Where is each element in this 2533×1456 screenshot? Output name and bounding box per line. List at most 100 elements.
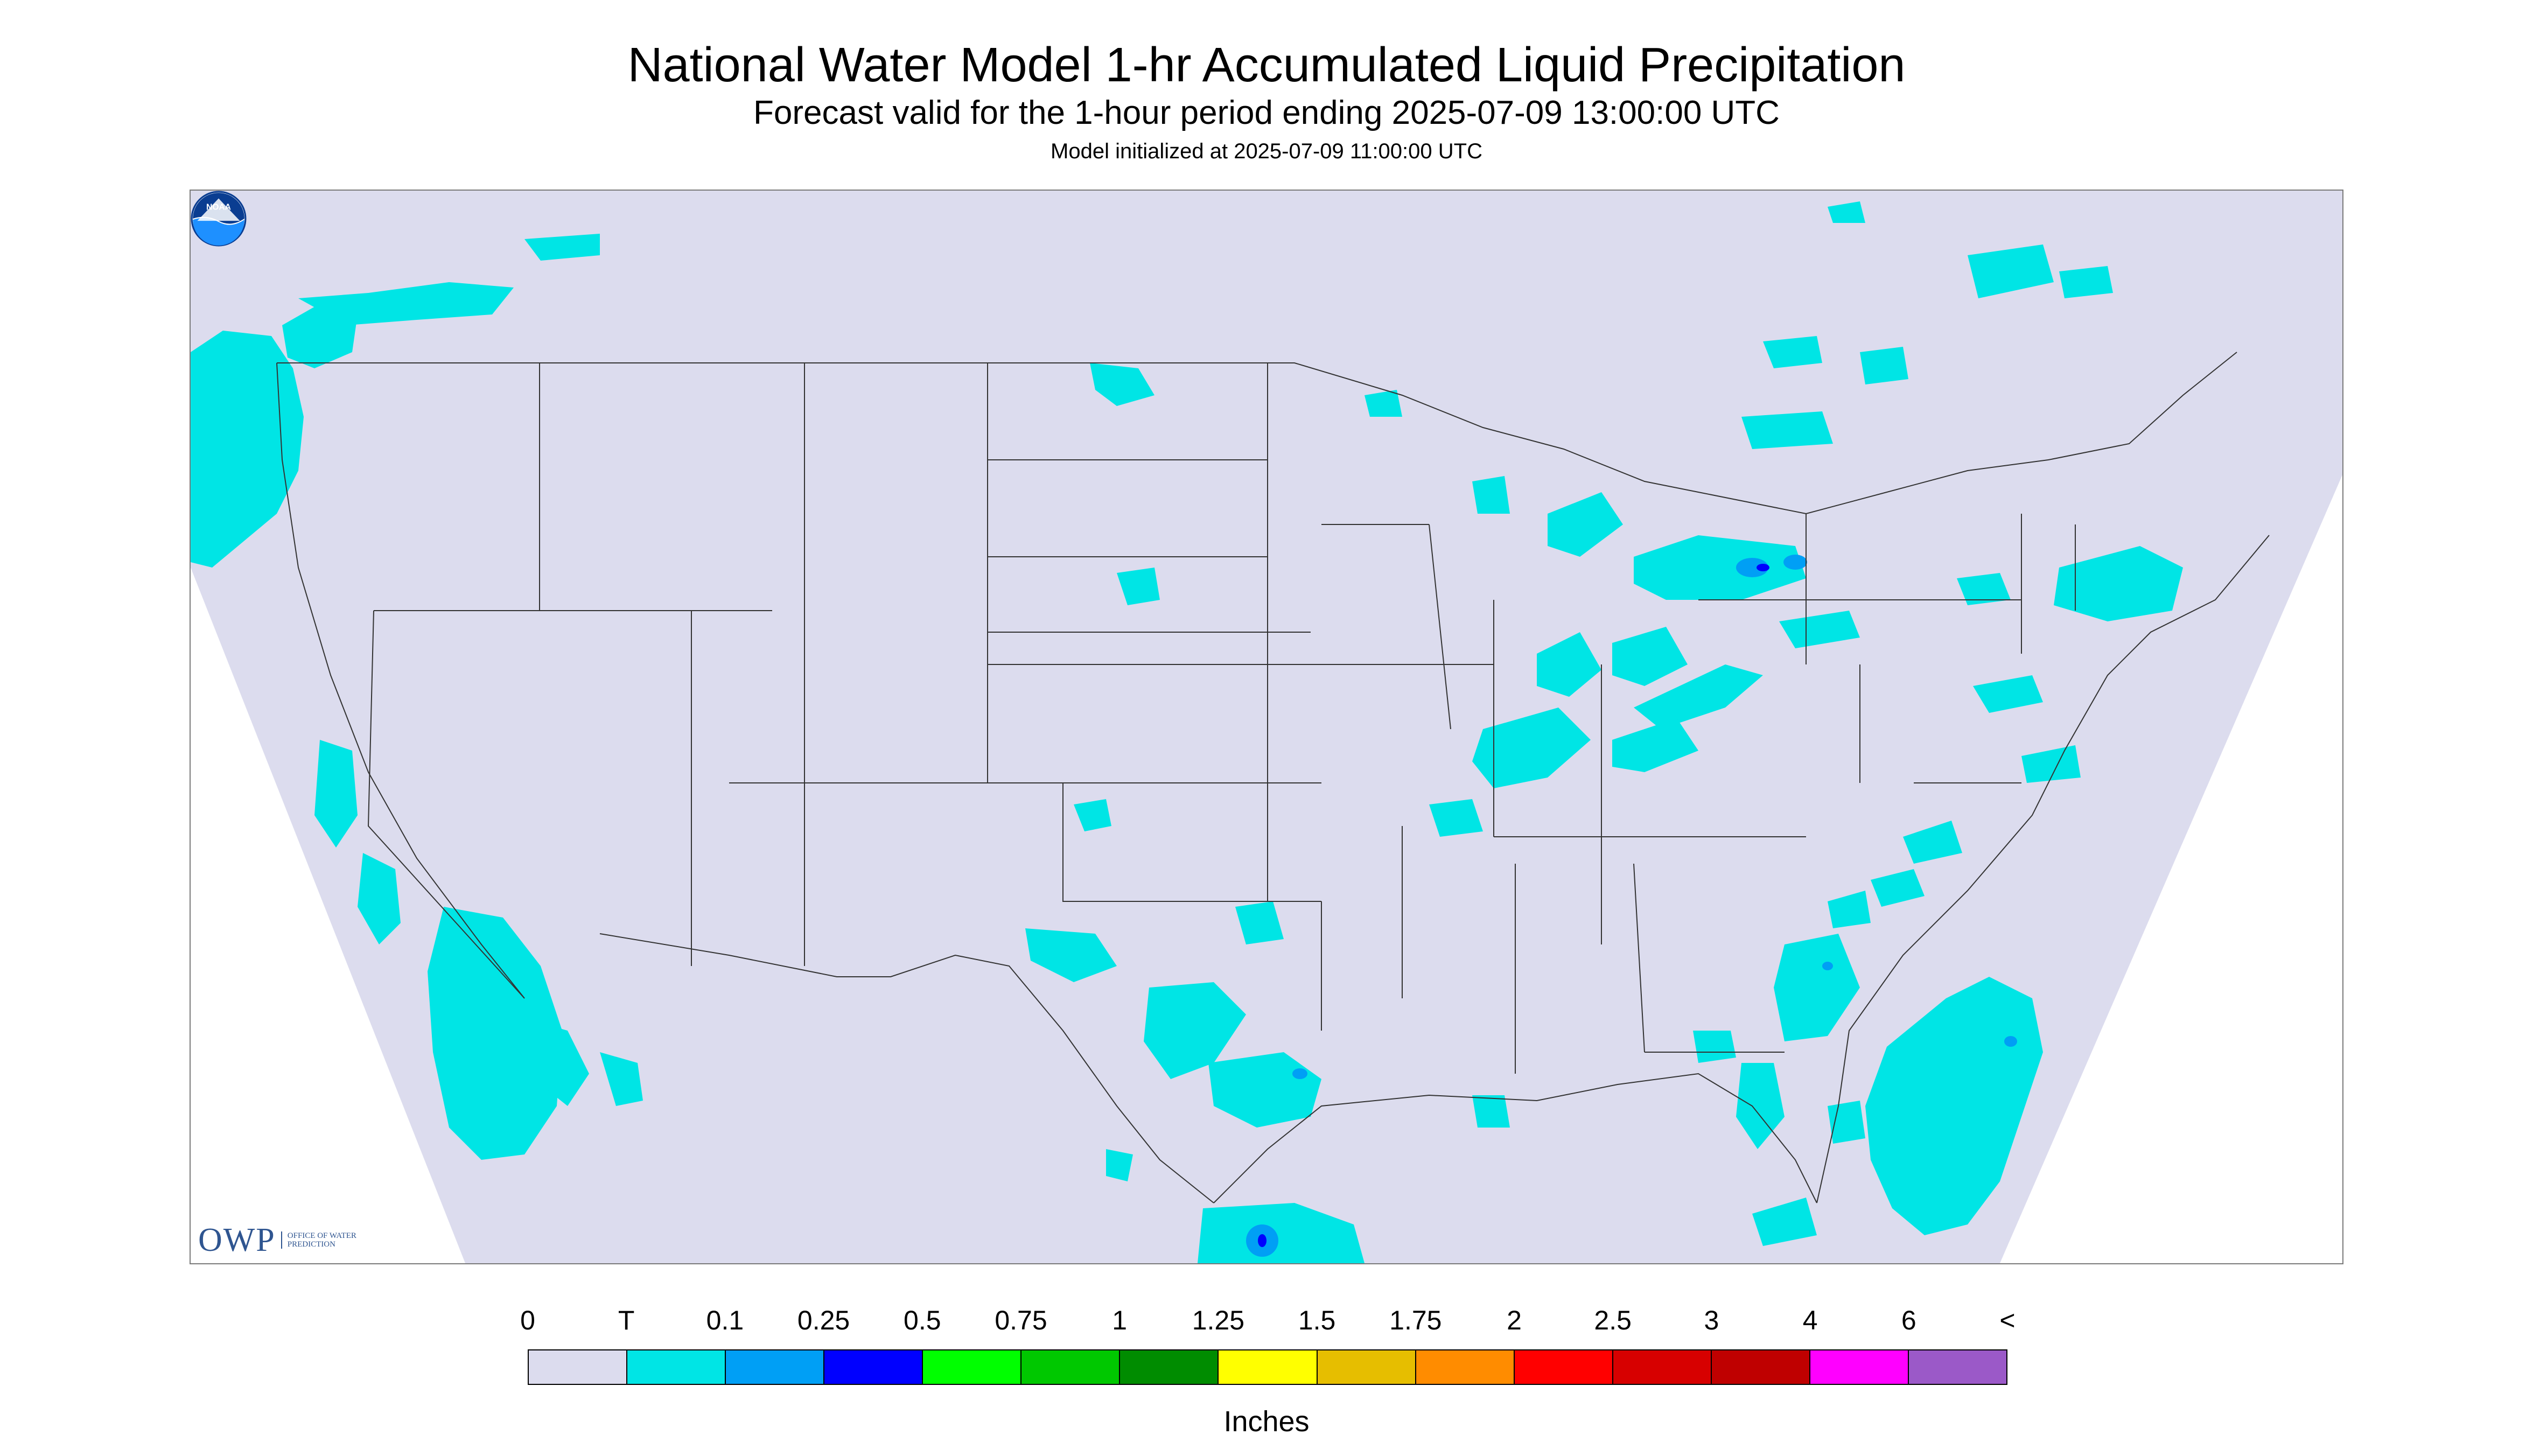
precip-pacific-northwest	[191, 331, 304, 568]
precip-kentucky-2	[1612, 718, 1698, 772]
precip-sierra-madre	[600, 1052, 643, 1106]
precip-georgia-offshore	[1774, 934, 1860, 1041]
state-lines-midwest	[1267, 363, 1602, 944]
precip-south-carolina	[1828, 891, 1871, 928]
legend-swatch	[923, 1350, 1022, 1384]
legend-swatch	[529, 1350, 628, 1384]
legend-swatch	[824, 1350, 923, 1384]
mexico-border	[599, 933, 1214, 1203]
precip-arkansas	[1429, 799, 1483, 837]
legend-swatch	[1514, 1350, 1613, 1384]
precip-ca-coast-2	[358, 853, 401, 944]
legend-label: 1.75	[1389, 1305, 1442, 1335]
precip-florida-keys	[1752, 1198, 1817, 1246]
precip-lake-michigan	[1548, 492, 1623, 557]
precip-gulf-south	[1198, 1203, 1365, 1263]
precip-bc-north	[298, 282, 514, 325]
legend-swatch	[1021, 1350, 1121, 1384]
precip-atlantic-1	[1973, 675, 2043, 713]
legend-swatch	[1219, 1350, 1318, 1384]
precip-gulf-texas	[1208, 1052, 1321, 1128]
map-canvas	[191, 191, 2342, 1263]
precip-gulf-mid	[1472, 1095, 1510, 1128]
precipitation-map: OWP OFFICE OF WATER PREDICTION NOAA	[190, 190, 2343, 1264]
legend-swatch	[1908, 1350, 2006, 1384]
precip-minnesota	[1365, 390, 1402, 417]
map-subtitle: Forecast valid for the 1-hour period end…	[753, 94, 1780, 131]
precip-atlantic-2	[2021, 745, 2081, 783]
legend-swatch	[1810, 1350, 1909, 1384]
precip-east-texas	[1235, 901, 1284, 944]
precip-ontario-1	[1741, 411, 1833, 449]
precip-kentucky-1	[1634, 664, 1763, 729]
legend-label: 4	[1802, 1305, 1818, 1335]
legend-label: 0.25	[797, 1305, 850, 1335]
legend-label: 1	[1112, 1305, 1128, 1335]
precip-new-england	[2054, 546, 2183, 621]
precip-pennsylvania	[1779, 611, 1860, 648]
legend-colorbar	[528, 1349, 2007, 1385]
precip-lake-huron	[1828, 201, 1865, 223]
precip-baja-offshore	[428, 907, 562, 1160]
legend-labels: 0 T 0.1 0.25 0.5 0.75 1 1.25 1.5 1.75 2 2.5 3 4 6 <	[0, 1304, 2533, 1336]
precip-light-michigan	[1736, 558, 1768, 577]
precip-carolina-coast	[1871, 869, 1925, 907]
legend-swatch	[1711, 1350, 1810, 1384]
legend-label: 2.5	[1594, 1305, 1632, 1335]
gulf-coast	[1213, 1073, 1817, 1203]
map-title: National Water Model 1-hr Accumulated Li…	[627, 38, 1906, 92]
legend-label: <	[1999, 1305, 2016, 1335]
precip-light-ontario	[1783, 555, 1807, 570]
precip-quebec-2	[2059, 266, 2113, 298]
precip-light-bahamas	[2004, 1036, 2017, 1047]
legend-label: 1.5	[1298, 1305, 1336, 1335]
owp-logo: OWP OFFICE OF WATER PREDICTION	[198, 1221, 368, 1259]
precip-ontario-2	[1860, 347, 1908, 384]
owp-logo-mark: OWP	[198, 1222, 276, 1258]
legend-swatch	[1317, 1350, 1416, 1384]
precip-bc-high	[524, 234, 600, 261]
precip-central-texas	[1144, 982, 1246, 1079]
precip-moderate-gulf	[1258, 1234, 1266, 1247]
legend-label: 6	[1901, 1305, 1916, 1335]
precip-moderate-michigan	[1757, 564, 1769, 571]
precip-new-york	[1957, 573, 2011, 605]
owp-logo-text: OFFICE OF WATER PREDICTION	[281, 1231, 368, 1249]
legend-swatch	[627, 1350, 726, 1384]
precip-quebec	[1968, 244, 2054, 298]
precip-light-texas	[1292, 1068, 1307, 1079]
precip-ohio	[1612, 627, 1688, 686]
noaa-logo: NOAA	[191, 191, 247, 247]
precip-ontario-3	[1763, 336, 1822, 368]
legend-swatch	[1120, 1350, 1219, 1384]
legend-swatch	[1416, 1350, 1515, 1384]
legend-label: 1.25	[1192, 1305, 1245, 1335]
precip-oklahoma	[1074, 799, 1111, 831]
east-coast	[1816, 535, 2270, 1203]
state-lines-plains	[987, 363, 1321, 902]
legend-swatch	[1613, 1350, 1712, 1384]
precip-ca-coast-1	[314, 740, 358, 848]
precip-michigan	[1634, 535, 1806, 600]
precip-wisconsin	[1472, 476, 1510, 514]
legend-label: 0.1	[706, 1305, 744, 1335]
precip-nebraska	[1117, 568, 1160, 605]
precip-florida-west	[1736, 1063, 1785, 1149]
legend-label: 3	[1704, 1305, 1719, 1335]
precip-florida-panhandle	[1693, 1031, 1736, 1063]
precip-bahamas-2	[1828, 1101, 1865, 1144]
legend-swatch	[726, 1350, 825, 1384]
precip-tennessee	[1472, 708, 1591, 788]
precip-mexico	[1106, 1149, 1133, 1181]
canada-border	[277, 352, 2237, 515]
state-boundaries	[276, 352, 2270, 1203]
precip-indiana	[1537, 632, 1601, 697]
precip-baja-offshore-2	[530, 1020, 589, 1106]
state-lines-south	[1321, 826, 1806, 1074]
precip-north-dakota	[1090, 363, 1154, 406]
legend-label: 0	[520, 1305, 535, 1335]
legend-unit: Inches	[1223, 1405, 1310, 1438]
legend-label: T	[618, 1305, 635, 1335]
model-init-time: Model initialized at 2025-07-09 11:00:00…	[1051, 139, 1482, 163]
precip-texas-panhandle	[1025, 928, 1117, 982]
